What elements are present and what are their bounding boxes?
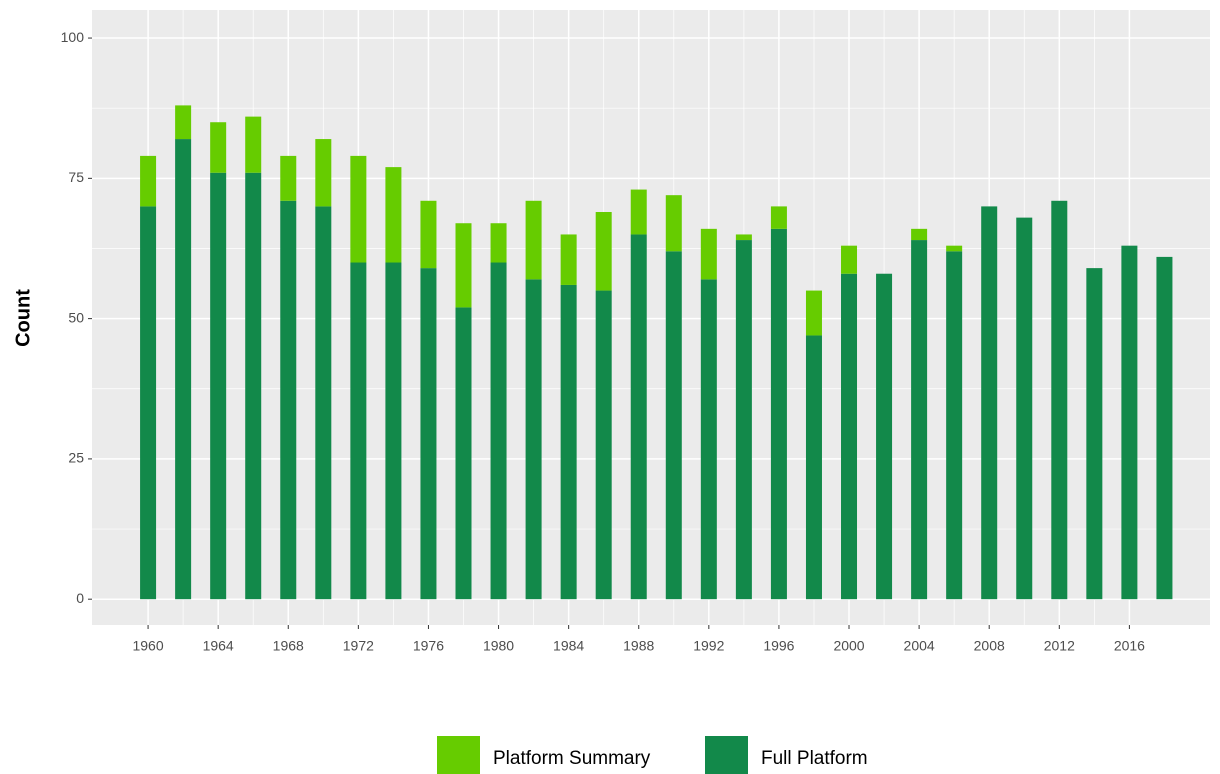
bar bbox=[280, 155, 297, 201]
x-tick-label: 2016 bbox=[1114, 638, 1145, 654]
legend-swatch bbox=[437, 736, 480, 774]
bar bbox=[490, 223, 507, 263]
legend-swatch bbox=[705, 736, 748, 774]
bar bbox=[595, 290, 612, 600]
bar bbox=[315, 206, 332, 600]
x-tick-label: 1960 bbox=[132, 638, 163, 654]
bar bbox=[560, 234, 577, 285]
bar bbox=[1016, 217, 1033, 600]
x-tick-label: 1964 bbox=[203, 638, 234, 654]
bar bbox=[665, 195, 682, 252]
bar bbox=[140, 155, 157, 207]
bar bbox=[911, 228, 928, 241]
bar bbox=[420, 200, 437, 269]
x-tick-label: 1976 bbox=[413, 638, 444, 654]
bar bbox=[981, 206, 998, 600]
bar bbox=[700, 279, 717, 600]
bar bbox=[175, 105, 192, 140]
bar bbox=[700, 228, 717, 280]
bar bbox=[665, 251, 682, 600]
x-tick-label: 1992 bbox=[693, 638, 724, 654]
bar bbox=[385, 167, 402, 263]
bar bbox=[770, 206, 787, 229]
x-tick-label: 1972 bbox=[343, 638, 374, 654]
x-tick-label: 1980 bbox=[483, 638, 514, 654]
bar bbox=[841, 273, 858, 600]
bar bbox=[350, 155, 367, 263]
bar bbox=[805, 335, 822, 600]
bar bbox=[841, 245, 858, 274]
bar bbox=[735, 234, 752, 241]
bar bbox=[1051, 200, 1068, 600]
x-tick-label: 2004 bbox=[904, 638, 935, 654]
bar bbox=[1156, 256, 1173, 600]
bar bbox=[946, 251, 963, 600]
bar bbox=[595, 212, 612, 291]
bar bbox=[1121, 245, 1138, 600]
bar bbox=[525, 200, 542, 280]
legend-label: Full Platform bbox=[761, 748, 868, 769]
bar bbox=[245, 116, 262, 173]
y-tick-label: 75 bbox=[68, 169, 84, 185]
bar bbox=[210, 172, 227, 600]
bar bbox=[140, 206, 157, 600]
y-tick-label: 0 bbox=[76, 590, 84, 606]
bar bbox=[385, 262, 402, 600]
bar bbox=[210, 122, 227, 173]
bar bbox=[350, 262, 367, 600]
x-tick-label: 1988 bbox=[623, 638, 654, 654]
bar bbox=[175, 139, 192, 600]
x-tick-label: 1984 bbox=[553, 638, 584, 654]
y-tick-label: 100 bbox=[61, 29, 85, 45]
bar bbox=[630, 234, 647, 600]
bar bbox=[946, 245, 963, 252]
bar bbox=[315, 139, 332, 207]
bar bbox=[525, 279, 542, 600]
x-tick-label: 2000 bbox=[833, 638, 864, 654]
bar bbox=[876, 273, 893, 600]
legend-label: Platform Summary bbox=[493, 748, 651, 769]
bar bbox=[490, 262, 507, 600]
bar bbox=[560, 284, 577, 600]
bar bbox=[805, 290, 822, 336]
x-tick-label: 2012 bbox=[1044, 638, 1075, 654]
bar bbox=[280, 200, 297, 600]
bar bbox=[911, 240, 928, 600]
bar bbox=[420, 268, 437, 600]
bar bbox=[770, 228, 787, 600]
y-tick-label: 25 bbox=[68, 450, 84, 466]
x-tick-label: 1996 bbox=[763, 638, 794, 654]
bar bbox=[245, 172, 262, 600]
bar bbox=[455, 223, 472, 308]
bar bbox=[1086, 268, 1103, 600]
y-tick-label: 50 bbox=[68, 309, 84, 325]
bar bbox=[735, 240, 752, 600]
x-tick-label: 1968 bbox=[273, 638, 304, 654]
bar bbox=[455, 307, 472, 600]
x-tick-label: 2008 bbox=[974, 638, 1005, 654]
bar bbox=[630, 189, 647, 235]
y-axis-label: Count bbox=[12, 289, 34, 347]
